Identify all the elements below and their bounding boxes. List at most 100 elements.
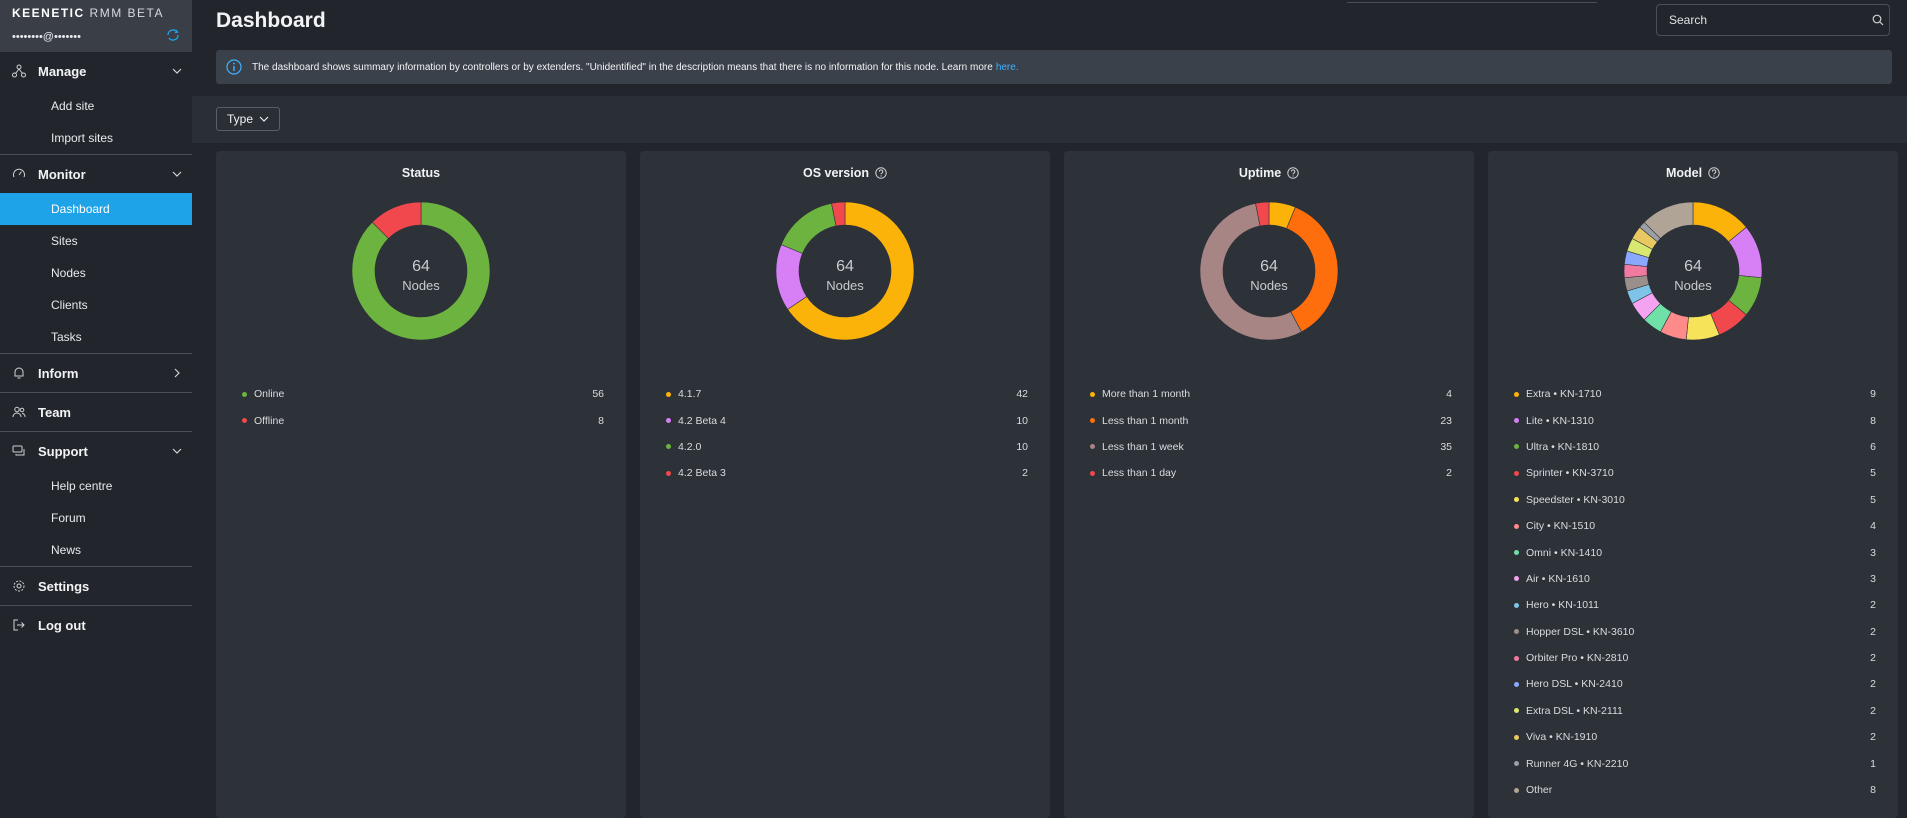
legend-row[interactable]: City • KN-1510 4 bbox=[1514, 513, 1876, 539]
legend-count: 2 bbox=[1870, 704, 1876, 717]
nav-item-clients[interactable]: Clients bbox=[51, 298, 88, 312]
legend-row[interactable]: Online 56 bbox=[242, 381, 604, 407]
nav-item-forum[interactable]: Forum bbox=[51, 511, 86, 525]
legend-label: Online bbox=[254, 388, 285, 401]
legend-count: 1 bbox=[1870, 757, 1876, 770]
legend-row[interactable]: Extra • KN-1710 9 bbox=[1514, 381, 1876, 407]
legend-row[interactable]: Other 8 bbox=[1514, 777, 1876, 803]
legend-row[interactable]: More than 1 month 4 bbox=[1090, 381, 1452, 407]
legend-count: 10 bbox=[1016, 440, 1028, 453]
nav-item-tasks[interactable]: Tasks bbox=[51, 330, 82, 344]
nav-item-import-sites[interactable]: Import sites bbox=[51, 131, 114, 145]
legend-swatch bbox=[1514, 497, 1519, 503]
nav-section-support[interactable]: Support bbox=[0, 432, 192, 470]
legend-row[interactable]: Less than 1 day 2 bbox=[1090, 460, 1452, 486]
legend-label: Ultra • KN-1810 bbox=[1526, 440, 1600, 453]
account-name[interactable]: ••••••••@••••••• bbox=[12, 31, 81, 43]
nav-section-settings[interactable]: Settings bbox=[0, 567, 192, 605]
legend-count: 2 bbox=[1870, 731, 1876, 744]
legend-row[interactable]: 4.2.0 10 bbox=[666, 434, 1028, 460]
donut-slice-online[interactable] bbox=[351, 201, 491, 341]
search-input[interactable] bbox=[1656, 4, 1890, 36]
legend-row[interactable]: Offline 8 bbox=[242, 407, 604, 433]
donut-unit: Nodes bbox=[402, 278, 440, 293]
type-filter-dropdown[interactable]: Type bbox=[216, 107, 281, 131]
legend-row[interactable]: Runner 4G • KN-2210 1 bbox=[1514, 750, 1876, 776]
legend-row[interactable]: 4.2 Beta 4 10 bbox=[666, 407, 1028, 433]
legend-row[interactable]: 4.2 Beta 3 2 bbox=[666, 460, 1028, 486]
legend-row[interactable]: Orbiter Pro • KN-2810 2 bbox=[1514, 645, 1876, 671]
legend-label: Omni • KN-1410 bbox=[1526, 546, 1603, 559]
legend-row[interactable]: Lite • KN-1310 8 bbox=[1514, 407, 1876, 433]
chevron-right-icon bbox=[174, 368, 180, 378]
legend-swatch bbox=[1090, 470, 1095, 476]
legend-label: Sprinter • KN-3710 bbox=[1526, 467, 1614, 480]
legend-row[interactable]: Sprinter • KN-3710 5 bbox=[1514, 460, 1876, 486]
nav-section-monitor[interactable]: Monitor bbox=[0, 155, 192, 193]
nav-section-inform-label: Inform bbox=[38, 365, 79, 381]
nav-section-inform[interactable]: Inform bbox=[0, 354, 192, 392]
donut-slice-other[interactable] bbox=[1643, 201, 1694, 239]
legend-label: City • KN-1510 bbox=[1526, 520, 1596, 533]
info-icon bbox=[226, 59, 242, 75]
legend-row[interactable]: 4.1.7 42 bbox=[666, 381, 1028, 407]
top-edge-line bbox=[1347, 0, 1597, 3]
legend-row[interactable]: Less than 1 week 35 bbox=[1090, 434, 1452, 460]
donut-slice-4-1-7[interactable] bbox=[787, 201, 915, 341]
legend: 4.1.7 42 4.2 Beta 4 10 4.2.0 10 4.2 Beta 3 2 bbox=[666, 381, 1028, 487]
legend-swatch bbox=[666, 418, 671, 424]
search-icon[interactable] bbox=[1872, 14, 1884, 26]
nav-section-logout[interactable]: Log out bbox=[0, 606, 192, 644]
legend-swatch bbox=[1514, 708, 1519, 714]
divider bbox=[0, 431, 192, 432]
legend-row[interactable]: Hero • KN-1011 2 bbox=[1514, 592, 1876, 618]
legend-row[interactable]: Hopper DSL • KN-3610 2 bbox=[1514, 619, 1876, 645]
nav-item-news[interactable]: News bbox=[51, 543, 82, 557]
nav-item-nodes[interactable]: Nodes bbox=[51, 266, 86, 280]
legend-count: 8 bbox=[1870, 784, 1876, 797]
card-title-text: Status bbox=[401, 166, 441, 180]
nav-item-dashboard[interactable]: Dashboard bbox=[0, 193, 192, 225]
donut-slice-4-2-beta-4[interactable] bbox=[775, 244, 808, 310]
legend-swatch bbox=[242, 418, 247, 424]
legend-swatch bbox=[1514, 444, 1519, 450]
donut-slice-less-than-1-day[interactable] bbox=[1255, 201, 1270, 227]
legend-swatch bbox=[1514, 523, 1519, 529]
legend-count: 2 bbox=[1870, 599, 1876, 612]
help-icon[interactable] bbox=[1708, 167, 1720, 179]
logout-icon bbox=[13, 619, 25, 631]
help-icon[interactable] bbox=[875, 167, 887, 179]
legend-swatch bbox=[1514, 576, 1519, 582]
donut-slice-4-2-0[interactable] bbox=[780, 202, 837, 254]
legend-row[interactable]: Hero DSL • KN-2410 2 bbox=[1514, 671, 1876, 697]
legend-row[interactable]: Viva • KN-1910 2 bbox=[1514, 724, 1876, 750]
donut-slice-less-than-1-week[interactable] bbox=[1199, 202, 1302, 341]
legend-row[interactable]: Ultra • KN-1810 6 bbox=[1514, 434, 1876, 460]
legend-row[interactable]: Extra DSL • KN-2111 2 bbox=[1514, 698, 1876, 724]
legend-swatch bbox=[1514, 734, 1519, 740]
legend-swatch bbox=[242, 391, 247, 397]
legend-swatch bbox=[1090, 391, 1095, 397]
nav-item-help-centre[interactable]: Help centre bbox=[51, 479, 113, 493]
legend-label: Extra • KN-1710 bbox=[1526, 388, 1602, 401]
legend-swatch bbox=[1514, 550, 1519, 556]
legend-row[interactable]: Less than 1 month 23 bbox=[1090, 407, 1452, 433]
nav-item-add-site[interactable]: Add site bbox=[51, 99, 95, 113]
help-icon[interactable] bbox=[1287, 167, 1299, 179]
legend: Extra • KN-1710 9 Lite • KN-1310 8 Ultra • K… bbox=[1514, 381, 1876, 803]
legend-row[interactable]: Omni • KN-1410 3 bbox=[1514, 539, 1876, 565]
nav-section-team[interactable]: Team bbox=[0, 393, 192, 431]
nav-item-sites[interactable]: Sites bbox=[51, 234, 78, 248]
donut-slice-4-2-beta-3[interactable] bbox=[831, 201, 846, 227]
learn-more-link[interactable]: here. bbox=[995, 61, 1019, 73]
legend-count: 8 bbox=[1870, 414, 1876, 427]
sync-icon[interactable] bbox=[166, 28, 180, 42]
legend-count: 8 bbox=[598, 414, 604, 427]
nav-section-manage[interactable]: Manage bbox=[0, 52, 192, 90]
chevron-down-icon bbox=[172, 448, 182, 454]
card-title-text: Uptime bbox=[1238, 166, 1282, 180]
donut-slice-offline[interactable] bbox=[371, 201, 422, 239]
nav-section-settings-label: Settings bbox=[38, 578, 90, 594]
legend-row[interactable]: Speedster • KN-3010 5 bbox=[1514, 487, 1876, 513]
legend-row[interactable]: Air • KN-1610 3 bbox=[1514, 566, 1876, 592]
